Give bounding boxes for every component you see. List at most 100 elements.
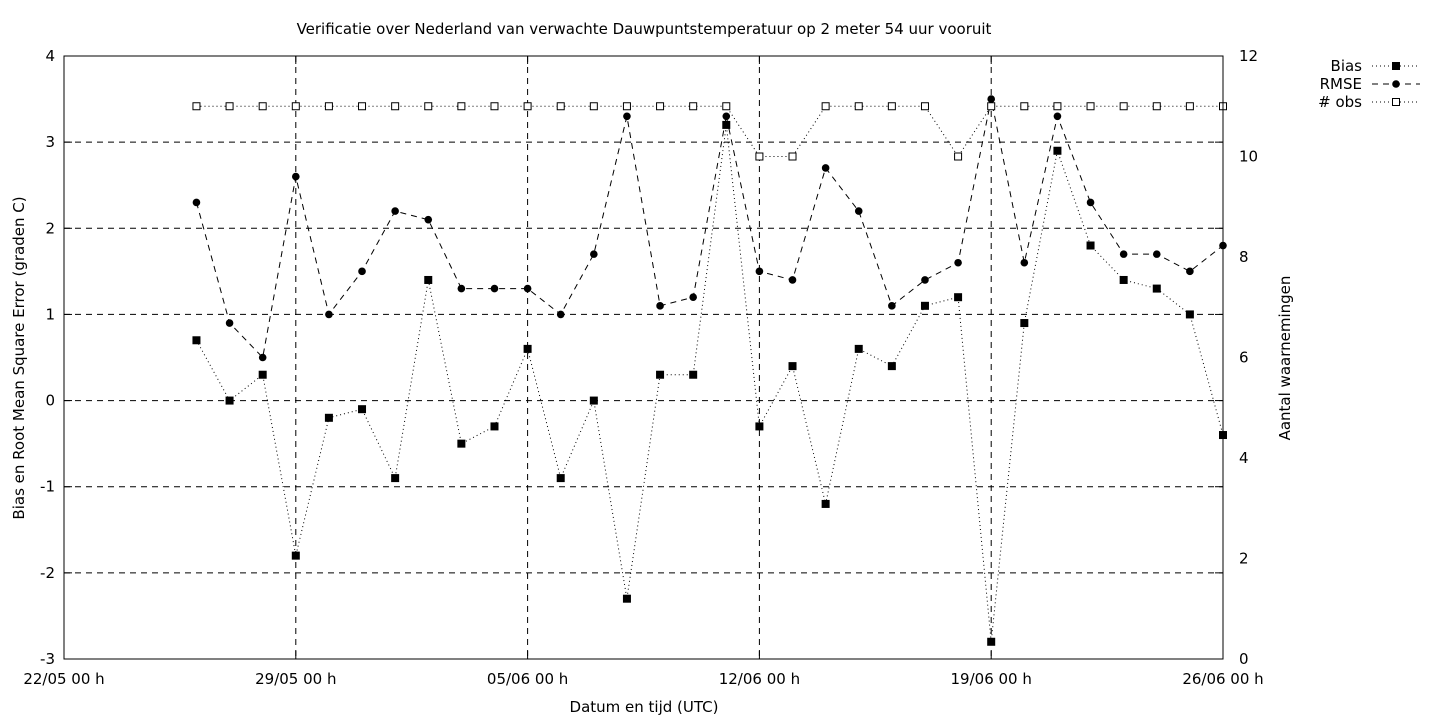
plot-frame bbox=[63, 55, 1224, 660]
x-tick-label: 19/06 00 h bbox=[951, 670, 1032, 688]
data-point-rmse bbox=[424, 215, 433, 224]
data-point-bias bbox=[887, 362, 896, 371]
data-point-obs bbox=[1053, 102, 1062, 111]
data-point-obs bbox=[358, 102, 367, 111]
x-axis-label: Datum en tijd (UTC) bbox=[570, 698, 719, 716]
series-line-rmse bbox=[196, 99, 1224, 359]
data-point-bias bbox=[291, 551, 300, 560]
data-point-rmse bbox=[258, 353, 267, 362]
data-point-obs bbox=[324, 102, 333, 111]
data-point-rmse bbox=[921, 276, 929, 284]
data-point-obs bbox=[291, 102, 300, 111]
legend-label-obs: # obs bbox=[1318, 93, 1362, 111]
data-point-bias bbox=[258, 370, 267, 379]
data-point-bias bbox=[1020, 319, 1029, 328]
data-point-obs bbox=[788, 152, 797, 161]
data-point-obs bbox=[821, 102, 830, 111]
data-point-obs bbox=[689, 102, 698, 111]
data-point-obs bbox=[225, 102, 234, 111]
data-point-bias bbox=[854, 344, 863, 353]
series-line-bias bbox=[196, 124, 1224, 642]
data-point-bias bbox=[1086, 241, 1095, 250]
data-point-bias bbox=[1152, 284, 1161, 293]
data-point-rmse bbox=[854, 207, 863, 215]
data-point-obs bbox=[1020, 102, 1029, 111]
chart-title: Verificatie over Nederland van verwachte… bbox=[297, 20, 992, 38]
data-point-obs bbox=[589, 102, 598, 111]
data-point-rmse bbox=[391, 207, 399, 215]
data-point-bias bbox=[722, 120, 731, 129]
data-point-rmse bbox=[490, 284, 499, 293]
data-point-obs bbox=[192, 102, 201, 111]
data-point-bias bbox=[1053, 146, 1062, 155]
data-point-obs bbox=[656, 102, 665, 111]
series-rmse bbox=[192, 95, 1227, 362]
data-point-bias bbox=[689, 370, 698, 379]
y2-tick-label: 0 bbox=[1239, 650, 1249, 668]
data-point-rmse bbox=[325, 310, 333, 319]
legend-marker-rmse bbox=[1392, 80, 1400, 88]
data-point-bias bbox=[490, 422, 499, 431]
data-point-rmse bbox=[1020, 258, 1029, 267]
data-point-rmse bbox=[821, 164, 830, 172]
x-tick-label: 22/05 00 h bbox=[23, 670, 104, 688]
data-point-rmse bbox=[987, 95, 995, 103]
data-point-rmse bbox=[623, 112, 631, 121]
y-tick-label: 1 bbox=[45, 305, 55, 323]
data-point-rmse bbox=[755, 267, 764, 276]
data-point-bias bbox=[954, 293, 963, 302]
data-point-bias bbox=[358, 405, 367, 414]
data-point-bias bbox=[821, 499, 830, 508]
data-point-obs bbox=[887, 102, 896, 111]
data-point-rmse bbox=[192, 198, 201, 207]
legend-marker-bias bbox=[1392, 62, 1400, 70]
data-point-obs bbox=[755, 152, 764, 161]
data-point-obs bbox=[622, 102, 631, 111]
data-point-obs bbox=[722, 102, 731, 111]
y-axis-label: Bias en Root Mean Square Error (graden C… bbox=[10, 196, 28, 519]
data-point-obs bbox=[490, 102, 499, 111]
x-tick-label: 12/06 00 h bbox=[719, 670, 800, 688]
data-point-rmse bbox=[1152, 250, 1161, 258]
legend-marker-obs bbox=[1392, 98, 1400, 106]
y2-axis-label: Aantal waarnemingen bbox=[1276, 276, 1294, 441]
series-obs bbox=[192, 102, 1227, 161]
data-point-bias bbox=[1119, 275, 1128, 284]
data-point-rmse bbox=[523, 284, 532, 293]
legend-label-rmse: RMSE bbox=[1320, 75, 1362, 93]
x-tick-label: 29/05 00 h bbox=[255, 670, 336, 688]
data-point-rmse bbox=[225, 319, 234, 327]
data-point-bias bbox=[192, 336, 201, 345]
data-point-rmse bbox=[788, 276, 797, 284]
data-point-obs bbox=[920, 102, 929, 111]
data-point-bias bbox=[324, 413, 333, 422]
data-point-rmse bbox=[1119, 250, 1128, 258]
y2-tick-label: 2 bbox=[1239, 550, 1249, 568]
data-point-obs bbox=[391, 102, 400, 111]
y2-tick-label: 10 bbox=[1239, 148, 1258, 166]
data-point-obs bbox=[457, 102, 466, 111]
series-layer bbox=[192, 95, 1227, 646]
data-point-rmse bbox=[1053, 112, 1062, 121]
data-point-obs bbox=[258, 102, 267, 111]
y-tick-label: 0 bbox=[45, 392, 55, 410]
legend-label-bias: Bias bbox=[1331, 57, 1363, 75]
data-point-bias bbox=[987, 637, 996, 646]
series-line-obs bbox=[196, 105, 1223, 158]
data-point-bias bbox=[920, 301, 929, 310]
data-point-bias bbox=[523, 344, 532, 353]
y-tick-label: -2 bbox=[40, 564, 55, 582]
data-point-bias bbox=[589, 396, 598, 405]
data-point-obs bbox=[1185, 102, 1194, 111]
data-point-obs bbox=[556, 102, 565, 111]
y2-tick-label: 4 bbox=[1239, 449, 1249, 467]
data-point-bias bbox=[622, 594, 631, 603]
data-point-bias bbox=[424, 275, 433, 284]
data-point-obs bbox=[854, 102, 863, 111]
data-point-bias bbox=[457, 439, 466, 448]
data-point-obs bbox=[987, 102, 996, 111]
data-point-bias bbox=[556, 474, 565, 483]
data-point-rmse bbox=[292, 172, 300, 181]
